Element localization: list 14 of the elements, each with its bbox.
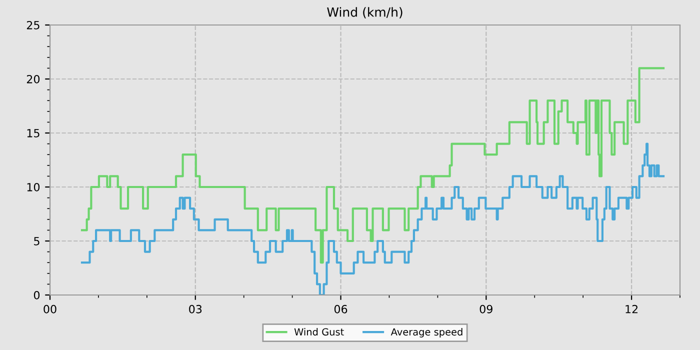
legend-label: Wind Gust: [294, 328, 344, 336]
x-tick-label: 12: [626, 304, 638, 314]
y-tick-label: 0: [34, 290, 40, 300]
y-tick-label: 5: [34, 237, 40, 246]
y-tick-label: 20: [26, 74, 40, 84]
y-tick-label: 10: [27, 182, 40, 192]
x-tick-label: 09: [480, 304, 492, 314]
chart-title: Wind (km/h): [327, 7, 402, 18]
legend-label: Average speed: [390, 328, 462, 338]
x-tick-label: 03: [189, 304, 202, 314]
x-tick-label: 06: [334, 304, 348, 314]
y-tick-label: 25: [26, 20, 40, 30]
x-tick-label: 00: [44, 304, 56, 314]
y-tick-label: 15: [27, 129, 40, 138]
